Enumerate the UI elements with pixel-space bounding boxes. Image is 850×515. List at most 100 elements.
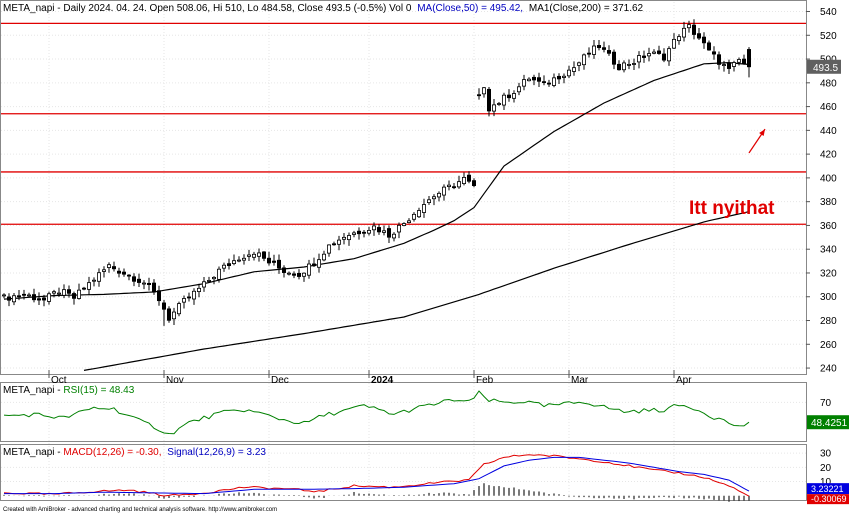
candle-body-up (481, 87, 486, 95)
candle-body-down (331, 243, 336, 246)
candle (396, 222, 401, 239)
candle (381, 225, 386, 236)
candle (291, 271, 296, 279)
price-tick-label: 420 (820, 150, 837, 161)
candle-body-up (97, 272, 102, 282)
candle-body-up (436, 192, 441, 198)
candle (577, 61, 582, 72)
candle (191, 288, 196, 305)
x-tick-label: Dec (271, 375, 289, 386)
rsi-tick-label: 70 (820, 398, 832, 409)
price-grid (1, 2, 806, 500)
candle (632, 58, 637, 71)
candle-body-up (346, 235, 351, 241)
candle (47, 291, 52, 305)
candle (742, 54, 747, 65)
candle (286, 271, 291, 276)
macd-tick-label: 10 (820, 477, 832, 488)
candle-body-up (567, 69, 572, 77)
candle-body-down (466, 174, 471, 182)
candle-body-down (7, 296, 12, 301)
candle-body-up (206, 280, 211, 282)
candle-body-down (166, 308, 171, 321)
candle (296, 269, 301, 280)
candle-body-up (26, 294, 31, 297)
candle (496, 101, 501, 106)
candle-body-up (496, 103, 501, 105)
candle (146, 277, 151, 291)
candle (37, 292, 42, 305)
candle-body-up (632, 63, 637, 65)
price-tick-label: 460 (820, 102, 837, 113)
candle-body-up (527, 78, 532, 82)
candle-body-down (156, 290, 161, 302)
candle (72, 291, 77, 305)
candle-body-up (371, 225, 376, 231)
candle (391, 232, 396, 242)
candle-body-up (2, 294, 7, 297)
candle-body-up (647, 53, 652, 57)
x-tick-label: Mar (571, 375, 589, 386)
candle (672, 33, 677, 49)
candle-body-down (486, 88, 491, 112)
candle (627, 59, 632, 70)
candle (231, 254, 236, 266)
candle (136, 273, 141, 287)
price-tick-label: 320 (820, 268, 837, 279)
candle-body-up (301, 272, 306, 277)
price-tick-label: 540 (820, 7, 837, 18)
candle (171, 307, 176, 326)
candle-body-down (356, 230, 361, 235)
candle (306, 259, 311, 279)
candle (582, 53, 587, 70)
candle (366, 226, 371, 236)
price-tick-label: 340 (820, 245, 837, 256)
candles-group (2, 19, 752, 326)
candle-body-down (361, 231, 366, 234)
candle-body-up (572, 67, 577, 72)
candle-body-up (667, 48, 672, 62)
candle (82, 286, 87, 291)
candle (122, 268, 127, 277)
candle (501, 92, 506, 110)
candle-body-down (151, 282, 156, 293)
candle (481, 86, 486, 98)
candle (597, 39, 602, 51)
ma200-line-group (83, 211, 750, 371)
candle (421, 198, 426, 218)
candle-body-up (256, 252, 261, 257)
candle-body-up (411, 213, 416, 220)
candle (466, 171, 471, 184)
candle (102, 266, 107, 278)
macd-value-box (807, 494, 849, 505)
candle-body-down (376, 227, 381, 233)
candle (712, 46, 717, 60)
candle-body-up (441, 186, 446, 196)
candle (506, 89, 511, 102)
candle (26, 292, 31, 298)
candle (562, 73, 567, 84)
candle (261, 251, 266, 262)
candle (107, 262, 112, 273)
candle-body-down (136, 278, 141, 283)
candle-body-up (286, 272, 291, 275)
candle-body-up (622, 62, 627, 71)
candle-body-up (336, 239, 341, 245)
candle-body-down (271, 260, 276, 263)
candle (451, 182, 456, 190)
candle-body-up (366, 230, 371, 234)
candle (456, 175, 461, 189)
candle-body-down (532, 76, 537, 81)
candle (527, 77, 532, 82)
price-title-main: META_napi - Daily 2024. 04. 24. Open 508… (3, 3, 412, 14)
candle (201, 276, 206, 292)
candle-body-down (617, 63, 622, 71)
candle (431, 194, 436, 206)
candle-body-down (21, 293, 26, 296)
candle-body-up (107, 264, 112, 268)
candle-body-up (416, 210, 421, 218)
candle-body-down (451, 186, 456, 189)
candle-body-up (11, 295, 16, 303)
rsi-line (3, 390, 750, 435)
